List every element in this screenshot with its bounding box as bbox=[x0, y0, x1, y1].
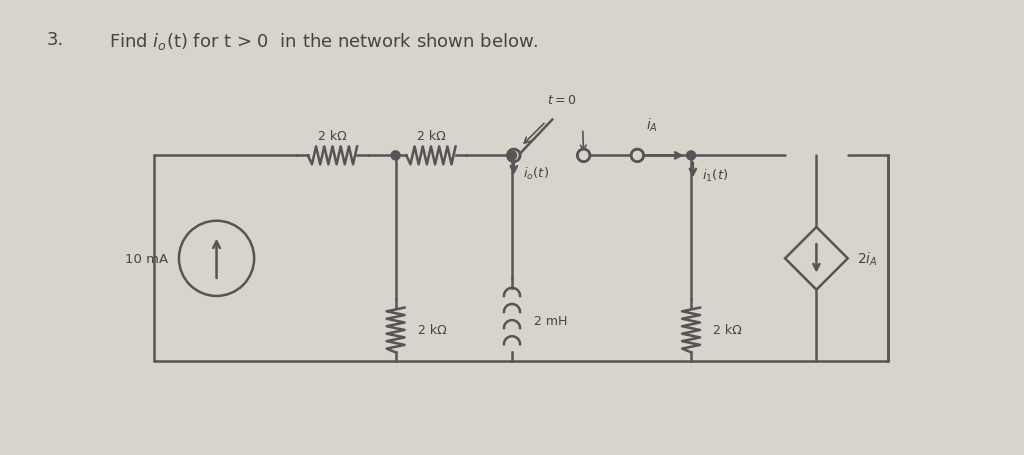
Text: $2i_A$: $2i_A$ bbox=[857, 250, 878, 268]
Text: 2 mH: 2 mH bbox=[535, 314, 567, 327]
Circle shape bbox=[179, 221, 254, 296]
Text: 10 mA: 10 mA bbox=[125, 252, 168, 265]
Circle shape bbox=[578, 150, 590, 162]
Text: Find $\mathit{i}_o$(t) for t > 0  in the network shown below.: Find $\mathit{i}_o$(t) for t > 0 in the … bbox=[110, 31, 539, 52]
Text: 2 kΩ: 2 kΩ bbox=[714, 324, 742, 337]
Text: $t = 0$: $t = 0$ bbox=[547, 94, 575, 107]
Text: 2 kΩ: 2 kΩ bbox=[417, 130, 445, 143]
Text: 3.: 3. bbox=[46, 31, 63, 49]
Circle shape bbox=[391, 152, 400, 161]
Text: $i_o(t)$: $i_o(t)$ bbox=[522, 166, 549, 182]
Circle shape bbox=[508, 150, 520, 162]
Text: 2 kΩ: 2 kΩ bbox=[318, 130, 347, 143]
Text: 2 kΩ: 2 kΩ bbox=[418, 324, 446, 337]
Text: $\mathit{i}_1(t)$: $\mathit{i}_1(t)$ bbox=[701, 167, 728, 184]
Text: $i_A$: $i_A$ bbox=[646, 116, 658, 134]
Circle shape bbox=[686, 152, 695, 161]
Circle shape bbox=[631, 150, 644, 162]
Polygon shape bbox=[785, 228, 848, 290]
Circle shape bbox=[508, 152, 516, 161]
